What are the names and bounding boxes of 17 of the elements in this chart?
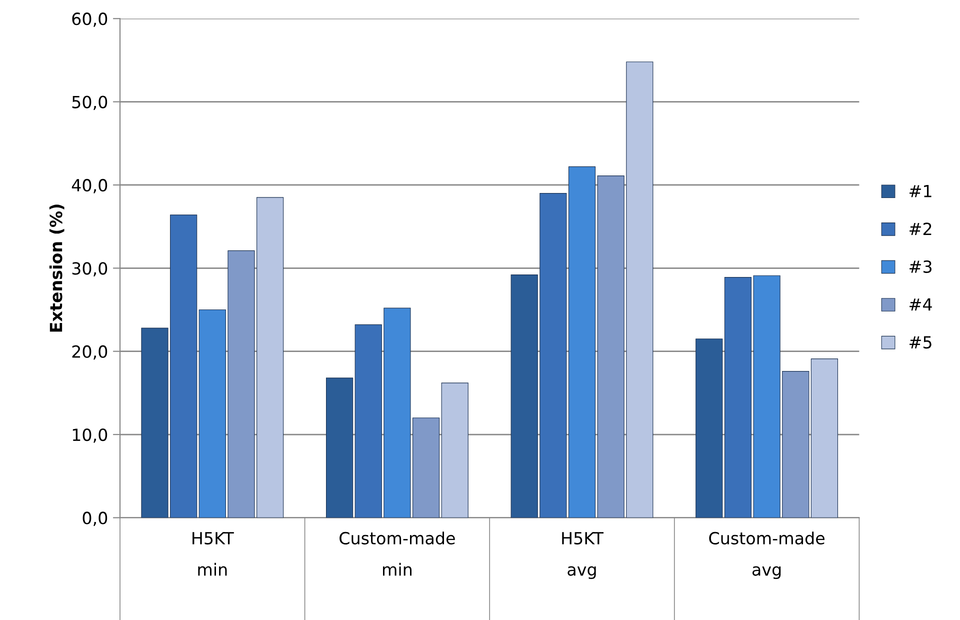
category-label: H5KT avg xyxy=(562,532,604,580)
category-label: Custom-made avg xyxy=(709,532,824,580)
y-tick-label: 40,0 xyxy=(72,178,108,194)
legend-label: #2 xyxy=(910,222,932,235)
y-tick-label: 20,0 xyxy=(72,345,108,360)
y-axis-title: Extension (%) xyxy=(49,204,64,332)
y-tick-label: 60,0 xyxy=(72,12,108,27)
legend-label: #1 xyxy=(910,185,932,198)
legend-label: #5 xyxy=(910,336,932,349)
legend-label: #4 xyxy=(910,298,932,311)
y-tick-label: 50,0 xyxy=(72,96,108,110)
legend-label: #3 xyxy=(910,260,932,273)
y-tick-label: 0,0 xyxy=(82,512,108,526)
y-tick-label: 10,0 xyxy=(72,428,108,443)
y-tick-label: 30,0 xyxy=(72,262,108,276)
x-tick-label: Custom-made min xyxy=(340,532,455,576)
x-tick-label: H5KT min xyxy=(192,532,234,576)
